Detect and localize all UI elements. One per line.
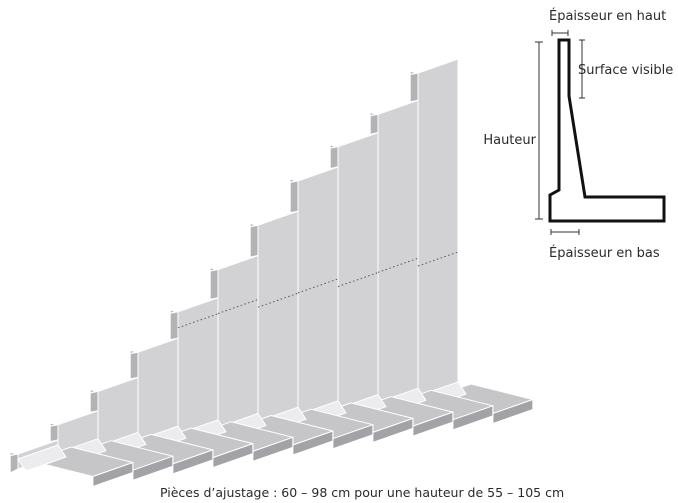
l-profile-outline [548, 38, 666, 223]
cut-line [177, 313, 219, 329]
wall-top [329, 132, 379, 149]
wall-face [417, 58, 459, 407]
height-label: Hauteur [483, 133, 536, 148]
wall-face [257, 210, 299, 432]
cut-line [417, 251, 459, 267]
cross-section-diagram: Épaisseur en haut Surface visible Hauteu… [483, 8, 673, 261]
wall-face [337, 132, 379, 420]
wall-fillet [17, 444, 67, 472]
wall-face [217, 255, 259, 438]
height-adjustment-cut-lines [177, 251, 459, 329]
thickness-bottom-label: Épaisseur en bas [549, 245, 660, 261]
caption: Pièces d’ajustage : 60 – 98 cm pour une … [160, 485, 564, 500]
thickness-top-label: Épaisseur en haut [549, 8, 666, 24]
cut-line [257, 292, 299, 308]
wall-element [409, 58, 534, 424]
cut-line [297, 278, 339, 294]
wall-top [289, 166, 339, 183]
cut-line [217, 299, 259, 314]
wall-top [409, 58, 459, 76]
wall-top [129, 337, 179, 355]
wall-top [49, 410, 99, 427]
wall-top [209, 255, 259, 272]
wall-face [297, 166, 339, 426]
cut-line [337, 272, 379, 288]
cut-line [377, 257, 419, 273]
wall-top [369, 99, 419, 117]
wall-top [89, 376, 139, 394]
wall-top [249, 210, 299, 228]
wall-face [377, 99, 419, 413]
wall-top [169, 297, 219, 314]
wall-top [9, 439, 59, 457]
wall-element [9, 439, 134, 487]
l-shaped-wall-elements [9, 58, 534, 487]
visible-surface-label: Surface visible [578, 63, 673, 78]
